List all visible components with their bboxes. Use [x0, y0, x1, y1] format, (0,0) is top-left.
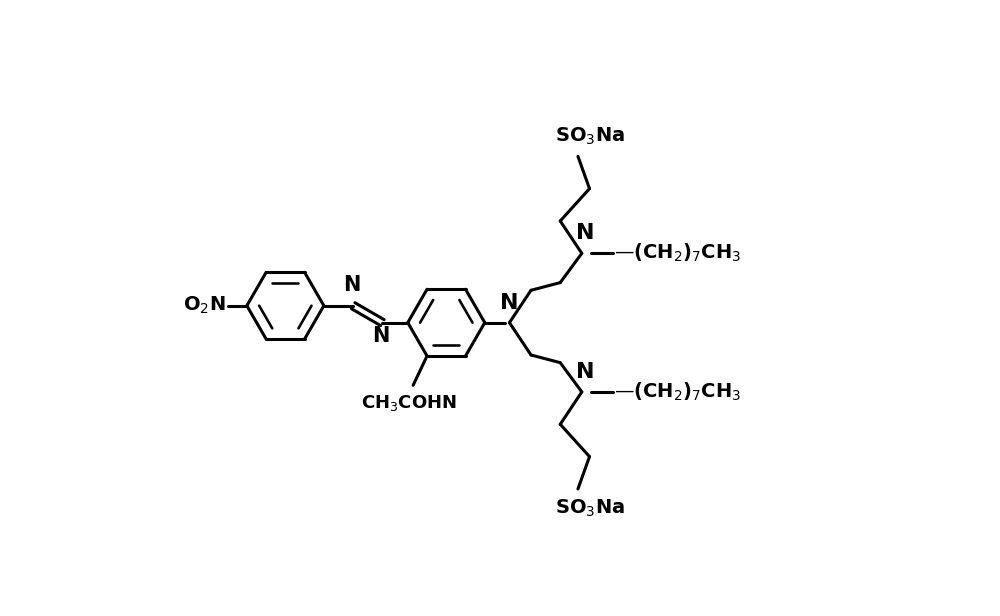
Text: —(CH$_2$)$_7$CH$_3$: —(CH$_2$)$_7$CH$_3$ [614, 381, 741, 403]
Text: N: N [576, 362, 594, 382]
Text: O$_2$N: O$_2$N [183, 295, 225, 317]
Text: N: N [576, 224, 594, 243]
Text: N: N [343, 275, 360, 295]
Text: CH$_3$COHN: CH$_3$COHN [361, 393, 457, 413]
Text: —(CH$_2$)$_7$CH$_3$: —(CH$_2$)$_7$CH$_3$ [614, 242, 741, 264]
Text: N: N [372, 326, 390, 346]
Text: SO$_3$Na: SO$_3$Na [555, 126, 624, 147]
Text: SO$_3$Na: SO$_3$Na [555, 498, 624, 519]
Text: N: N [500, 293, 519, 312]
